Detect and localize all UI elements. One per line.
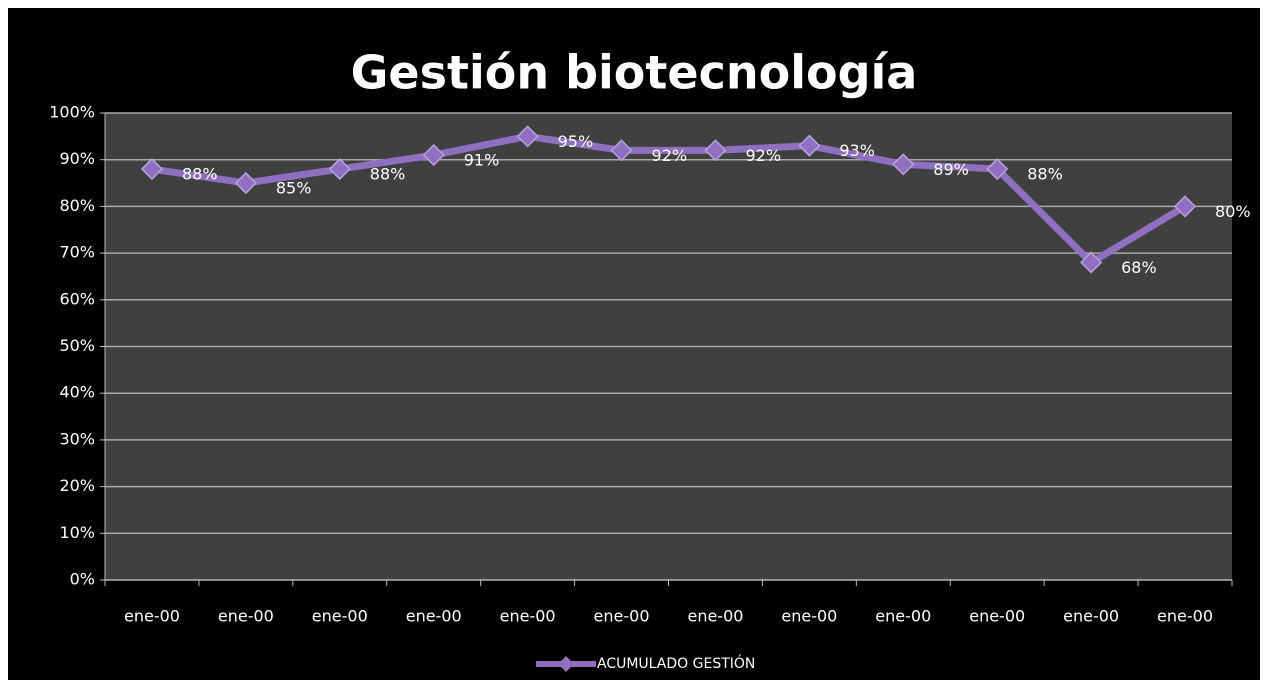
data-point: [328, 157, 351, 181]
data-point: [1080, 251, 1103, 274]
legend-marker: [558, 656, 574, 672]
y-tick-label: 90%: [59, 149, 95, 168]
data-point: [892, 153, 915, 176]
x-tick-label: ene-00: [781, 607, 837, 626]
data-label: 68%: [1121, 258, 1157, 277]
data-point: [798, 134, 821, 157]
series-line: [151, 132, 1187, 266]
y-tick-label: 50%: [59, 336, 95, 355]
data-label: 80%: [1215, 202, 1251, 221]
y-tick-label: 80%: [59, 196, 95, 215]
x-tick-label: ene-00: [312, 607, 368, 626]
data-label: 93%: [839, 141, 875, 160]
y-tick-label: 10%: [59, 523, 95, 542]
chart-title: Gestión biotecnología: [351, 46, 918, 100]
x-tick-label: ene-00: [1063, 607, 1119, 626]
data-label: 92%: [745, 146, 781, 165]
x-tick-label: ene-00: [218, 607, 274, 626]
data-point: [610, 139, 633, 162]
data-label: 88%: [1027, 165, 1063, 184]
y-tick-label: 60%: [59, 289, 95, 308]
data-point: [986, 157, 1009, 181]
data-point: [422, 143, 445, 167]
y-tick-label: 20%: [59, 476, 95, 495]
data-label: 88%: [182, 165, 218, 184]
y-tick-label: 70%: [59, 243, 95, 262]
data-label: 92%: [652, 146, 688, 165]
data-label: 89%: [933, 160, 969, 179]
data-point: [140, 157, 164, 181]
y-tick-label: 100%: [49, 103, 95, 122]
x-tick-label: ene-00: [969, 607, 1025, 626]
data-label: 85%: [276, 179, 312, 198]
x-tick-label: ene-00: [406, 607, 462, 626]
y-tick-label: 30%: [59, 429, 95, 448]
data-label: 95%: [558, 132, 594, 151]
x-tick-label: ene-00: [124, 607, 180, 626]
data-label: 88%: [370, 165, 406, 184]
data-point: [516, 125, 539, 148]
y-tick-label: 0%: [70, 570, 95, 589]
x-tick-label: ene-00: [594, 607, 650, 626]
data-point: [234, 171, 257, 195]
x-tick-label: ene-00: [875, 607, 931, 626]
data-point: [1173, 195, 1197, 218]
x-tick-label: ene-00: [1157, 607, 1213, 626]
x-tick-label: ene-00: [500, 607, 556, 626]
data-label: 91%: [464, 151, 500, 170]
data-point: [704, 139, 727, 162]
legend-label: ACUMULADO GESTIÓN: [597, 654, 755, 672]
y-tick-label: 40%: [59, 383, 95, 402]
x-tick-label: ene-00: [687, 607, 743, 626]
